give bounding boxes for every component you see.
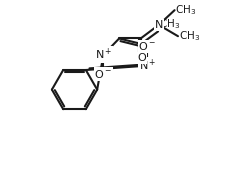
Text: N$^+$: N$^+$	[138, 58, 156, 73]
Text: CH$_3$: CH$_3$	[159, 17, 180, 31]
Text: CH$_3$: CH$_3$	[179, 30, 200, 43]
Text: O: O	[137, 53, 146, 63]
Text: O$^-$: O$^-$	[138, 40, 156, 52]
Text: O$^-$: O$^-$	[94, 68, 112, 80]
Text: N: N	[154, 20, 163, 30]
Text: N$^+$: N$^+$	[95, 47, 112, 62]
Text: CH$_3$: CH$_3$	[175, 3, 197, 17]
